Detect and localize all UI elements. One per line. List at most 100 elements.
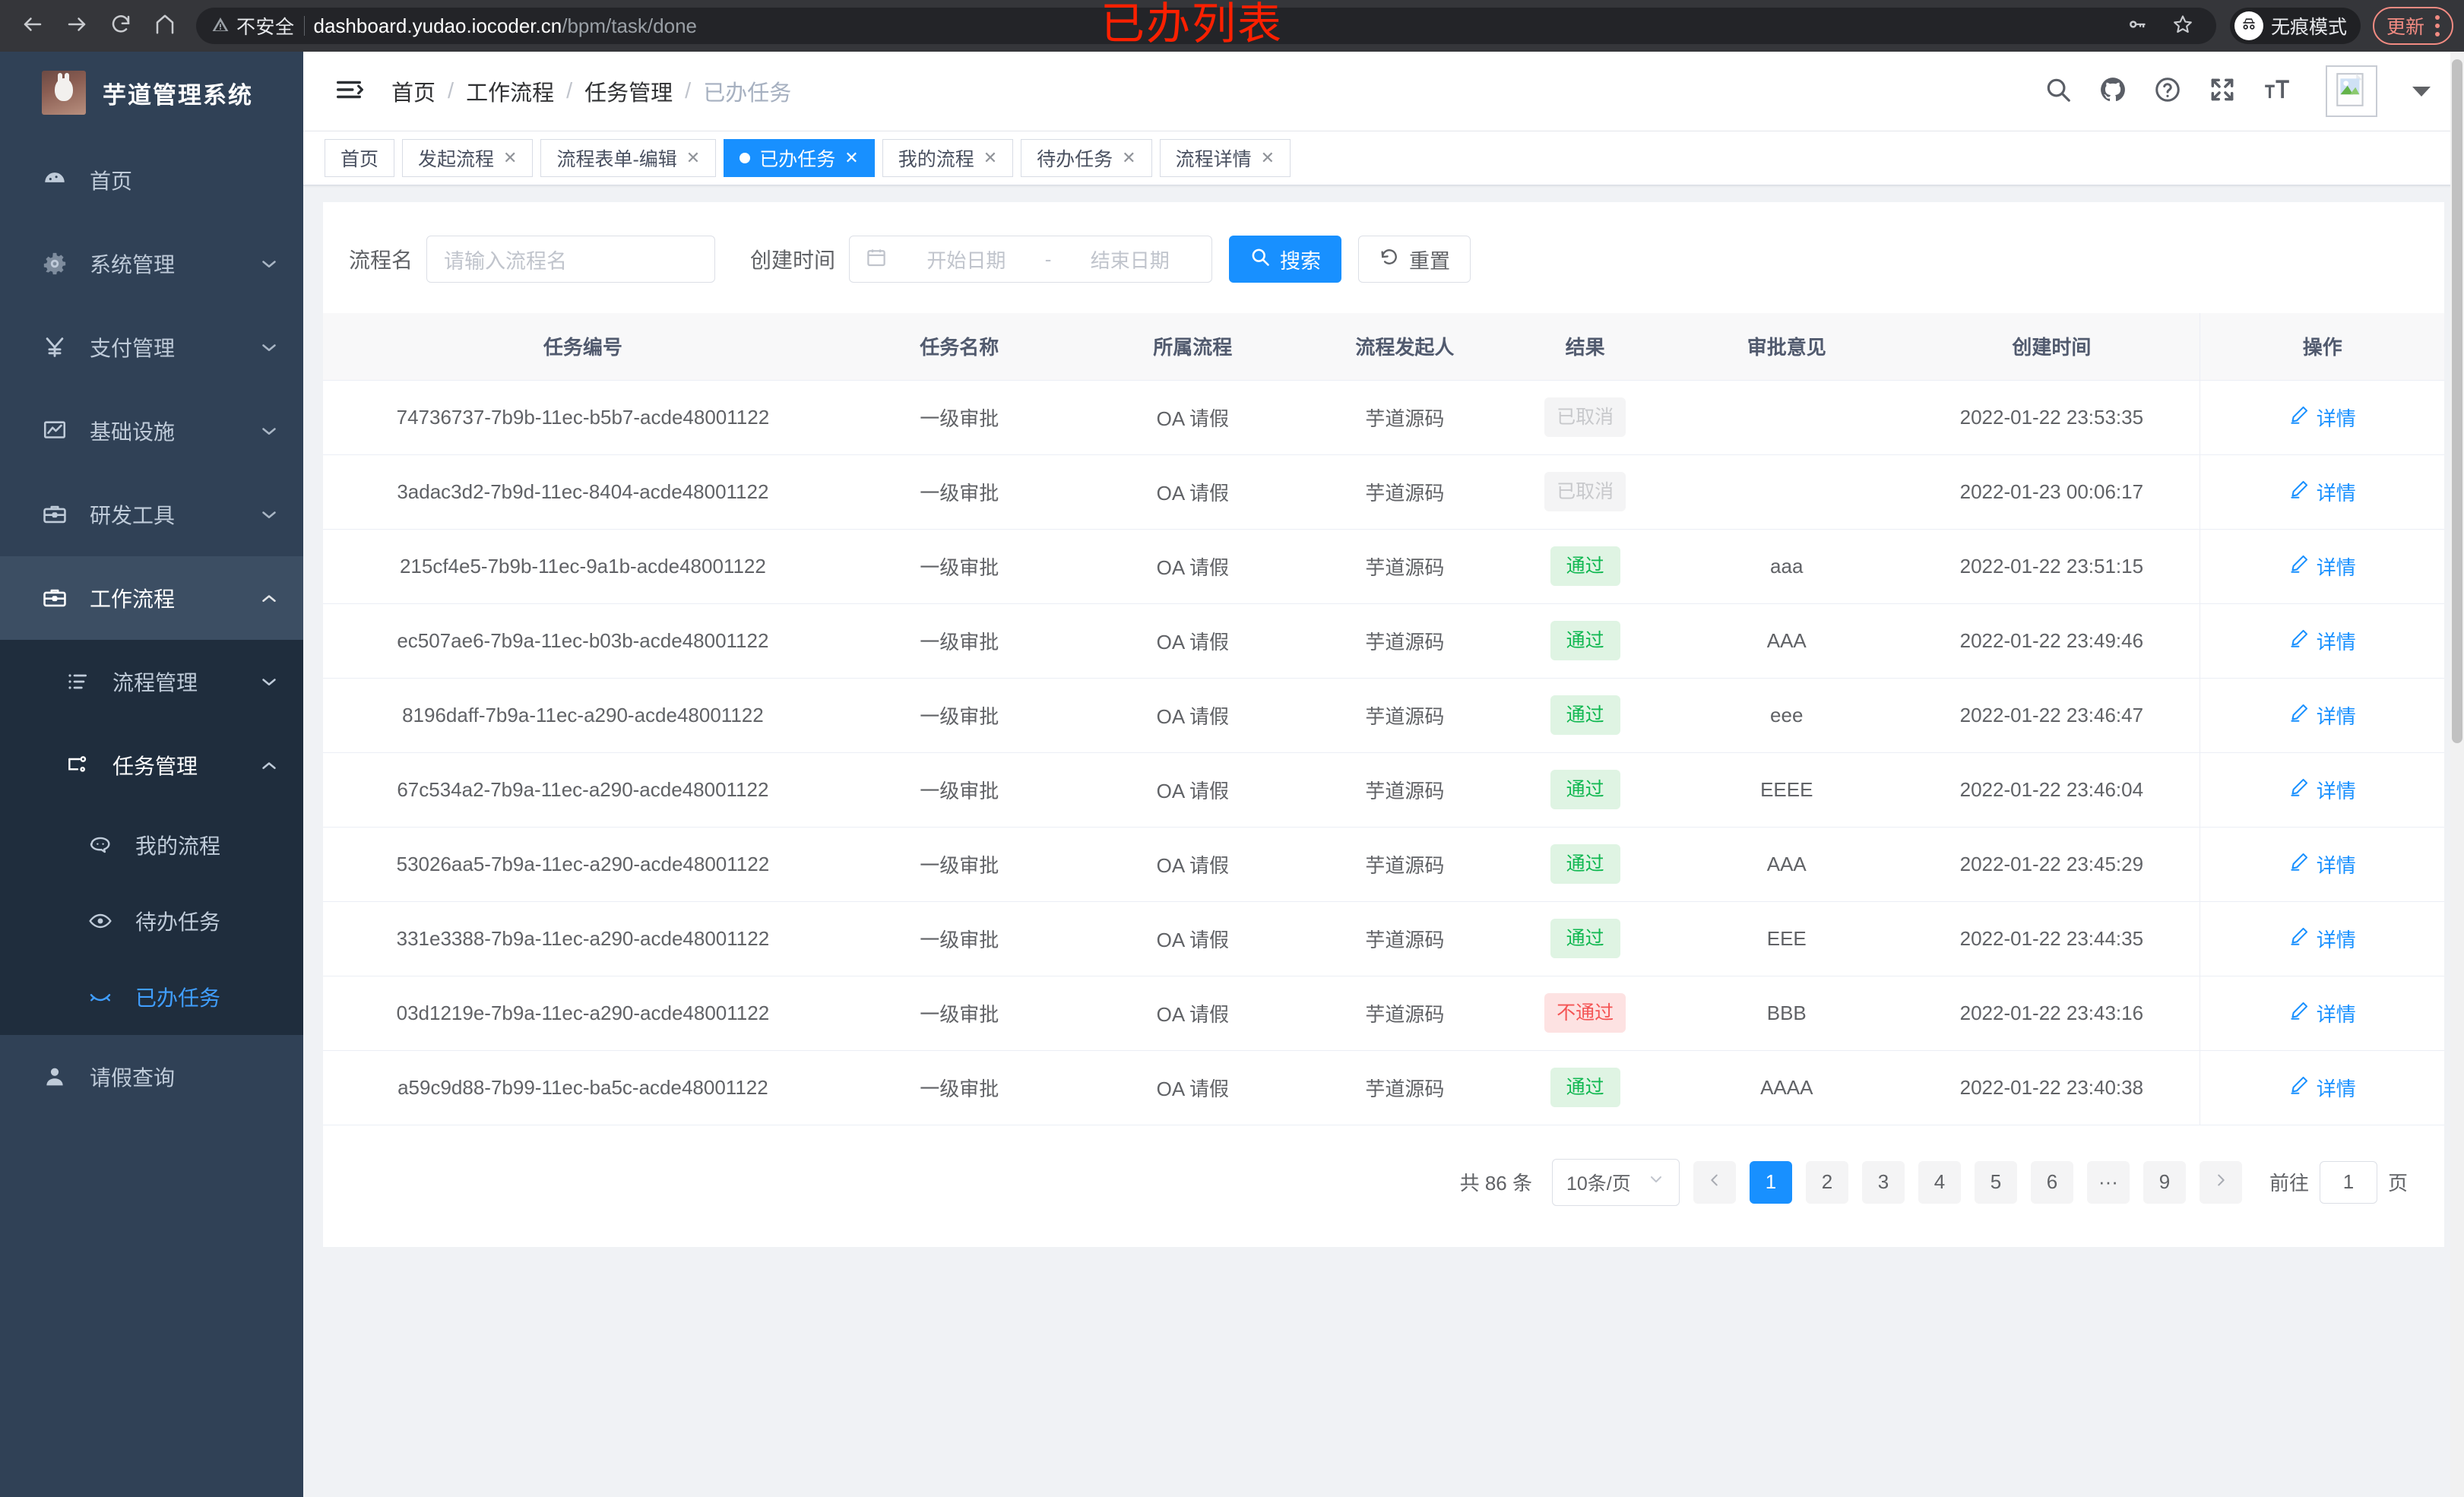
sidebar-toggle-button[interactable] <box>332 75 366 108</box>
process-name-placeholder: 请输入流程名 <box>444 249 568 273</box>
sidebar-item-my-process[interactable]: 我的流程 <box>0 807 303 883</box>
sidebar-item-system[interactable]: 系统管理 <box>0 222 303 305</box>
cell-task-id: 74736737-7b9b-11ec-b5b7-acde48001122 <box>323 380 843 455</box>
pagination-next-button[interactable] <box>2199 1160 2242 1204</box>
cell-created-time: 2022-01-22 23:46:47 <box>1903 678 2200 753</box>
close-icon[interactable]: ✕ <box>844 148 859 167</box>
detail-button[interactable]: 详情 <box>2289 627 2356 655</box>
pagination-page-button[interactable]: 2 <box>1805 1160 1848 1204</box>
pagination-page-button[interactable]: 1 <box>1749 1160 1792 1204</box>
forward-button[interactable] <box>55 4 99 48</box>
tab-home[interactable]: 首页 <box>325 139 395 177</box>
cell-operation: 详情 <box>2200 976 2444 1051</box>
chevron-down-icon[interactable] <box>2412 86 2431 97</box>
detail-button[interactable]: 详情 <box>2289 552 2356 581</box>
page-size-select[interactable]: 10条/页 <box>1551 1158 1680 1206</box>
tab-todo-task[interactable]: 待办任务 ✕ <box>1021 139 1152 177</box>
cell-operation: 详情 <box>2200 380 2444 455</box>
pagination-page-button[interactable]: 5 <box>1974 1160 2017 1204</box>
close-icon[interactable]: ✕ <box>503 148 518 167</box>
tab-done-task[interactable]: 已办任务 ✕ <box>724 139 875 177</box>
tab-process-detail[interactable]: 流程详情 ✕ <box>1159 139 1291 177</box>
sidebar: 芋道管理系统 首页 系统管理 支付管理 <box>0 52 303 1497</box>
sidebar-item-home[interactable]: 首页 <box>0 138 303 222</box>
address-bar[interactable]: 不安全 dashboard.yudao.iocoder.cn/bpm/task/… <box>196 8 2216 44</box>
pagination-prev-button[interactable] <box>1693 1160 1736 1204</box>
detail-button[interactable]: 详情 <box>2289 478 2356 506</box>
cell-task-id: 53026aa5-7b9a-11ec-a290-acde48001122 <box>323 827 843 902</box>
detail-button[interactable]: 详情 <box>2289 999 2356 1027</box>
kebab-menu-icon[interactable] <box>2428 15 2447 36</box>
sidebar-item-label: 研发工具 <box>90 504 176 527</box>
breadcrumb-item-1[interactable]: 工作流程 <box>466 81 555 106</box>
tab-start-process[interactable]: 发起流程 ✕ <box>402 139 534 177</box>
breadcrumb-item-0[interactable]: 首页 <box>391 81 436 106</box>
pagination-page-button[interactable]: 3 <box>1861 1160 1905 1204</box>
column-task-name: 任务名称 <box>842 313 1076 381</box>
sidebar-item-done-task[interactable]: 已办任务 <box>0 959 303 1035</box>
back-button[interactable] <box>11 4 55 48</box>
jump-page-input[interactable]: 1 <box>2319 1160 2377 1204</box>
reset-button[interactable]: 重置 <box>1358 236 1471 283</box>
password-manager-button[interactable] <box>2119 8 2155 44</box>
detail-button[interactable]: 详情 <box>2289 1074 2356 1102</box>
create-time-range-picker[interactable]: 开始日期 - 结束日期 <box>849 236 1213 283</box>
close-icon[interactable]: ✕ <box>983 148 998 167</box>
page-scrollbar-thumb[interactable] <box>2452 59 2462 743</box>
detail-label: 详情 <box>2316 407 2356 430</box>
sidebar-item-task-management[interactable]: 任务管理 <box>0 723 303 807</box>
pagination-page-button[interactable]: ··· <box>2086 1160 2130 1204</box>
pagination-page-button[interactable]: 4 <box>1918 1160 1961 1204</box>
jump-page-value: 1 <box>2342 1170 2355 1193</box>
process-name-input[interactable]: 请输入流程名 <box>426 236 716 283</box>
close-icon[interactable]: ✕ <box>1122 148 1136 167</box>
breadcrumb-item-2[interactable]: 任务管理 <box>584 81 673 106</box>
cell-process: OA 请假 <box>1075 603 1310 679</box>
sidebar-item-label: 已办任务 <box>135 986 221 1010</box>
tab-form-edit[interactable]: 流程表单-编辑 ✕ <box>540 139 717 177</box>
home-button[interactable] <box>143 4 187 48</box>
bookmark-button[interactable] <box>2165 8 2201 44</box>
detail-button[interactable]: 详情 <box>2289 701 2356 730</box>
fullscreen-button[interactable] <box>2206 74 2239 108</box>
back-arrow-icon <box>21 13 44 40</box>
cell-process: OA 请假 <box>1075 752 1310 828</box>
close-icon[interactable]: ✕ <box>1260 148 1275 167</box>
table-body: 74736737-7b9b-11ec-b5b7-acde48001122 一级审批… <box>323 380 2444 1125</box>
close-icon[interactable]: ✕ <box>686 148 701 167</box>
cell-initiator: 芋道源码 <box>1309 752 1500 828</box>
detail-button[interactable]: 详情 <box>2289 404 2356 432</box>
github-button[interactable] <box>2096 74 2130 108</box>
detail-button[interactable]: 详情 <box>2289 925 2356 953</box>
sidebar-item-devtools[interactable]: 研发工具 <box>0 473 303 556</box>
avatar[interactable] <box>2326 65 2377 117</box>
sidebar-item-leave-query[interactable]: 请假查询 <box>0 1035 303 1119</box>
sidebar-item-todo-task[interactable]: 待办任务 <box>0 883 303 959</box>
detail-label: 详情 <box>2316 704 2356 728</box>
tab-my-process[interactable]: 我的流程 ✕ <box>882 139 1014 177</box>
sidebar-item-infrastructure[interactable]: 基础设施 <box>0 389 303 473</box>
brand[interactable]: 芋道管理系统 <box>0 52 303 134</box>
search-button[interactable]: 搜索 <box>1229 236 1342 283</box>
cell-task-name: 一级审批 <box>842 1050 1076 1125</box>
cell-created-time: 2022-01-22 23:53:35 <box>1903 380 2200 455</box>
pagination-page-button[interactable]: 9 <box>2143 1160 2186 1204</box>
search-button[interactable] <box>2041 74 2075 108</box>
yuan-icon <box>40 334 70 360</box>
detail-button[interactable]: 详情 <box>2289 776 2356 804</box>
pagination-page-button[interactable]: 6 <box>2030 1160 2073 1204</box>
cell-process: OA 请假 <box>1075 901 1310 976</box>
font-size-button[interactable] <box>2260 74 2294 108</box>
status-badge: 通过 <box>1550 695 1620 735</box>
sidebar-item-process-management[interactable]: 流程管理 <box>0 640 303 723</box>
security-status[interactable]: 不安全 <box>211 12 295 40</box>
update-button[interactable]: 更新 <box>2372 7 2453 45</box>
incognito-indicator[interactable]: 无痕模式 <box>2229 8 2361 44</box>
help-button[interactable] <box>2151 74 2184 108</box>
status-badge: 不通过 <box>1544 993 1626 1033</box>
sidebar-item-payment[interactable]: 支付管理 <box>0 305 303 389</box>
reload-button[interactable] <box>99 4 143 48</box>
jump-prefix-label: 前往 <box>2269 1172 2309 1195</box>
sidebar-item-workflow[interactable]: 工作流程 <box>0 556 303 640</box>
detail-button[interactable]: 详情 <box>2289 850 2356 878</box>
